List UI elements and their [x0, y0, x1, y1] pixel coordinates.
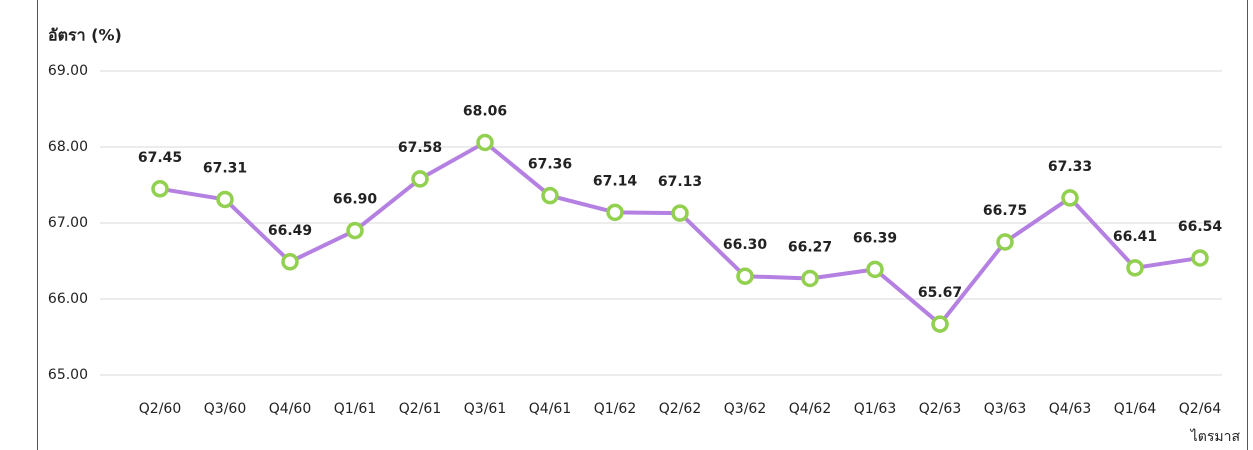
x-tick-label: Q4/62 [789, 401, 831, 417]
data-label: 67.31 [203, 160, 247, 176]
y-tick-label: 65.00 [48, 367, 88, 383]
point-marker [801, 269, 819, 288]
data-label: 66.27 [788, 239, 832, 255]
x-axis-label: ไตรมาส [1190, 428, 1241, 445]
point-marker [866, 260, 884, 279]
point-marker [1191, 249, 1209, 267]
data-label: 66.75 [983, 203, 1027, 219]
y-tick-label: 66.00 [48, 291, 88, 307]
point-marker [151, 180, 169, 198]
series-line [159, 140, 1201, 327]
x-tick-label: Q3/60 [204, 401, 246, 417]
point-marker [216, 190, 234, 209]
x-tick-label: Q1/64 [1114, 401, 1157, 417]
y-tick-label: 69.00 [48, 63, 88, 79]
x-tick-label: Q2/62 [659, 401, 701, 417]
data-label: 65.67 [918, 285, 962, 301]
point-marker [671, 204, 689, 222]
point-marker [346, 221, 364, 240]
data-label: 66.49 [268, 223, 312, 239]
point-marker [476, 133, 494, 152]
data-label: 67.36 [528, 157, 572, 173]
x-tick-label: Q4/63 [1049, 401, 1091, 417]
x-tick-label: Q1/63 [854, 401, 896, 417]
data-label: 67.58 [398, 140, 442, 156]
point-marker [541, 186, 559, 205]
data-label: 66.54 [1178, 219, 1223, 235]
x-tick-label: Q3/62 [724, 401, 766, 417]
data-label: 67.14 [593, 173, 638, 189]
point-marker [411, 170, 429, 188]
x-tick-label: Q4/60 [269, 401, 311, 417]
x-tick-label: Q2/61 [399, 401, 441, 417]
x-tick-label: Q3/63 [984, 401, 1026, 417]
frame [37, 0, 1248, 450]
data-label: 67.33 [1048, 159, 1092, 175]
point-marker [281, 253, 299, 271]
x-tick-label: Q2/64 [1179, 401, 1222, 417]
data-label: 66.41 [1113, 229, 1157, 245]
y-axis-label: อัตรา (%) [48, 26, 122, 45]
point-marker [606, 203, 624, 222]
x-tick-label: Q4/61 [529, 401, 571, 417]
x-tick-label: Q2/60 [139, 401, 181, 417]
data-label: 66.30 [723, 237, 768, 253]
x-tick-label: Q1/61 [334, 401, 376, 417]
data-label: 67.13 [658, 174, 702, 190]
point-marker [736, 267, 754, 285]
y-tick-label: 68.00 [48, 139, 88, 155]
point-marker [1061, 189, 1079, 207]
point-marker [996, 233, 1014, 251]
x-tick-label: Q2/63 [919, 401, 961, 417]
data-label: 67.45 [138, 150, 182, 166]
data-label: 66.39 [853, 230, 897, 246]
point-marker [931, 315, 949, 333]
data-label: 68.06 [463, 103, 507, 119]
x-tick-label: Q1/62 [594, 401, 636, 417]
point-marker [1126, 259, 1144, 277]
data-label: 66.90 [333, 192, 378, 208]
x-tick-label: Q3/61 [464, 401, 506, 417]
y-tick-label: 67.00 [48, 215, 88, 231]
